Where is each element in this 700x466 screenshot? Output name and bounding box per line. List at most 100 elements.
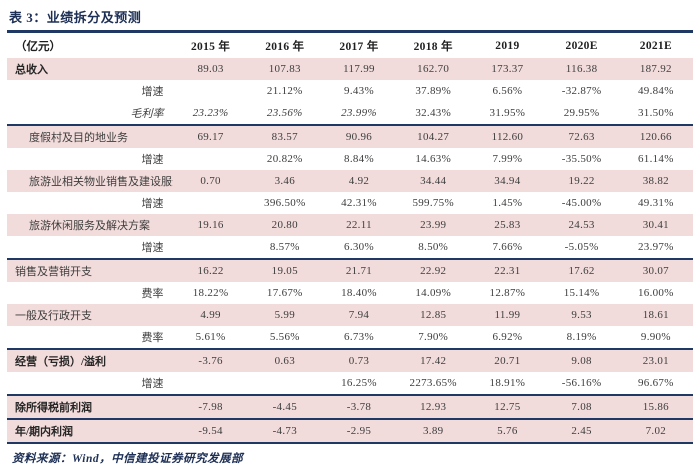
- cell-value: 5.99: [247, 304, 322, 326]
- cell-value: 7.08: [544, 394, 619, 419]
- cell-value: 22.31: [470, 258, 545, 282]
- table-header: （亿元） 2015 年 2016 年 2017 年 2018 年 2019 2020E 202…: [7, 31, 693, 58]
- row-label: 增速: [7, 148, 174, 170]
- cell-value: 7.66%: [470, 236, 545, 259]
- cell-value: 18.22%: [173, 282, 248, 304]
- cell-value: 18.61: [618, 304, 693, 326]
- cell-value: 11.99: [470, 304, 545, 326]
- year-header: 2018 年: [396, 31, 471, 58]
- cell-value: [247, 372, 322, 395]
- row-pretax-profit: 除所得税前利润 -7.98 -4.45 -3.78 12.93 12.75 7.08 15.8…: [7, 394, 693, 419]
- cell-value: 5.76: [470, 418, 545, 443]
- cell-value: 19.16: [173, 214, 248, 236]
- row-property-sales-growth: 增速 396.50% 42.31% 599.75% 1.45% -45.00% 49.31%: [7, 192, 693, 214]
- cell-value: 15.86: [618, 394, 693, 419]
- cell-value: 9.43%: [321, 80, 397, 102]
- cell-value: 6.30%: [321, 236, 397, 259]
- cell-value: 19.05: [247, 258, 322, 282]
- row-label: 旅游休闲服务及解决方案: [7, 214, 174, 236]
- row-gross-margin: 毛利率 23.23% 23.56% 23.99% 32.43% 31.95% 29.95% 3…: [7, 102, 693, 125]
- cell-value: 9.08: [544, 348, 619, 372]
- row-operating-profit: 经营（亏损）/溢利 -3.76 0.63 0.73 17.42 20.71 9.08 23.0…: [7, 348, 693, 372]
- row-label: 毛利率: [7, 102, 174, 125]
- cell-value: 24.53: [544, 214, 619, 236]
- cell-value: 49.31%: [618, 192, 693, 214]
- cell-value: -3.78: [321, 394, 397, 419]
- row-label: 增速: [7, 236, 174, 259]
- cell-value: 20.71: [470, 348, 545, 372]
- cell-value: 19.22: [544, 170, 619, 192]
- cell-value: 7.99%: [470, 148, 545, 170]
- cell-value: 42.31%: [321, 192, 397, 214]
- cell-value: 34.94: [470, 170, 545, 192]
- cell-value: 396.50%: [247, 192, 322, 214]
- cell-value: 17.67%: [247, 282, 322, 304]
- cell-value: 173.37: [470, 58, 545, 80]
- cell-value: 9.90%: [618, 326, 693, 349]
- cell-value: 15.14%: [544, 282, 619, 304]
- cell-value: 117.99: [321, 58, 397, 80]
- cell-value: 49.84%: [618, 80, 693, 102]
- cell-value: 6.73%: [321, 326, 397, 349]
- cell-value: 599.75%: [396, 192, 471, 214]
- row-label: 增速: [7, 192, 174, 214]
- cell-value: -3.76: [173, 348, 248, 372]
- row-total-revenue: 总收入 89.03 107.83 117.99 162.70 173.37 116.38 18…: [7, 58, 693, 80]
- cell-value: 83.57: [247, 124, 322, 148]
- row-label: 除所得税前利润: [7, 394, 174, 419]
- cell-value: 0.73: [321, 348, 397, 372]
- cell-value: 7.94: [321, 304, 397, 326]
- row-tourism-leisure-growth: 增速 8.57% 6.30% 8.50% 7.66% -5.05% 23.97%: [7, 236, 693, 259]
- row-general-admin-expense-ratio: 费率 5.61% 5.56% 6.73% 7.90% 6.92% 8.19% 9.90%: [7, 326, 693, 349]
- row-label: 增速: [7, 372, 174, 395]
- cell-value: -9.54: [173, 418, 248, 443]
- data-source-note: 资料来源：Wind，中信建投证券研究发展部: [12, 453, 244, 465]
- cell-value: 89.03: [173, 58, 248, 80]
- cell-value: 23.23%: [173, 102, 248, 125]
- cell-value: [173, 148, 248, 170]
- cell-value: 30.41: [618, 214, 693, 236]
- cell-value: 107.83: [247, 58, 322, 80]
- cell-value: 6.56%: [470, 80, 545, 102]
- table-title: 表 3：业绩拆分及预测: [9, 10, 142, 25]
- cell-value: 0.70: [173, 170, 248, 192]
- cell-value: -4.45: [247, 394, 322, 419]
- row-property-sales-construction: 旅游业相关物业销售及建设服务 0.70 3.46 4.92 34.44 34.94 19.2…: [7, 170, 693, 192]
- cell-value: 9.53: [544, 304, 619, 326]
- cell-value: 69.17: [173, 124, 248, 148]
- row-label: 费率: [7, 282, 174, 304]
- cell-value: 22.92: [396, 258, 471, 282]
- row-general-admin-expense: 一般及行政开支 4.99 5.99 7.94 12.85 11.99 9.53 18.61: [7, 304, 693, 326]
- cell-value: 18.91%: [470, 372, 545, 395]
- performance-forecast-table: （亿元） 2015 年 2016 年 2017 年 2018 年 2019 2020E 202…: [7, 30, 693, 444]
- row-label: 费率: [7, 326, 174, 349]
- row-label: 销售及营销开支: [7, 258, 174, 282]
- cell-value: 162.70: [396, 58, 471, 80]
- cell-value: 5.61%: [173, 326, 248, 349]
- cell-value: 3.89: [396, 418, 471, 443]
- cell-value: 4.92: [321, 170, 397, 192]
- cell-value: -4.73: [247, 418, 322, 443]
- year-header: 2019: [470, 31, 545, 58]
- cell-value: -35.50%: [544, 148, 619, 170]
- cell-value: -5.05%: [544, 236, 619, 259]
- row-period-profit: 年/期内利润 -9.54 -4.73 -2.95 3.89 5.76 2.45 7.02: [7, 418, 693, 443]
- cell-value: 112.60: [470, 124, 545, 148]
- cell-value: 14.63%: [396, 148, 471, 170]
- cell-value: 23.01: [618, 348, 693, 372]
- cell-value: 187.92: [618, 58, 693, 80]
- cell-value: 96.67%: [618, 372, 693, 395]
- cell-value: 8.57%: [247, 236, 322, 259]
- header-row: （亿元） 2015 年 2016 年 2017 年 2018 年 2019 2020E 202…: [7, 31, 693, 58]
- cell-value: 16.00%: [618, 282, 693, 304]
- unit-header: （亿元）: [7, 31, 174, 58]
- cell-value: 2273.65%: [396, 372, 471, 395]
- row-total-revenue-growth: 增速 21.12% 9.43% 37.89% 6.56% -32.87% 49.84%: [7, 80, 693, 102]
- cell-value: -45.00%: [544, 192, 619, 214]
- cell-value: 6.92%: [470, 326, 545, 349]
- cell-value: 7.02: [618, 418, 693, 443]
- cell-value: 34.44: [396, 170, 471, 192]
- cell-value: 38.82: [618, 170, 693, 192]
- row-tourism-leisure-services: 旅游休闲服务及解决方案 19.16 20.80 22.11 23.99 25.83 24.5…: [7, 214, 693, 236]
